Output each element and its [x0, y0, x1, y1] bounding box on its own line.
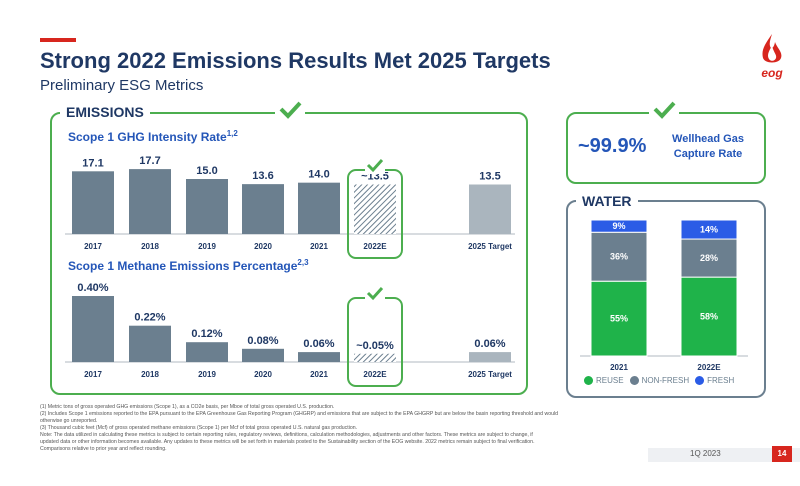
data-label: 0.12% [191, 328, 222, 340]
data-label: 14% [700, 225, 718, 235]
bar-2021 [298, 182, 340, 234]
check-icon [366, 286, 384, 301]
logo-text: eog [761, 66, 783, 80]
methane-chart-title: Scope 1 Methane Emissions Percentage2,3 [68, 258, 309, 273]
footnote-line: (3) Thousand cubic feet (Mcf) of gross o… [40, 425, 358, 431]
water-panel-label: WATER [576, 193, 638, 209]
bar-segment-fresh [590, 219, 648, 233]
tick-label: 2021 [310, 370, 328, 379]
title-accent-bar [40, 38, 76, 42]
check-icon [275, 100, 305, 120]
bar-2019 [186, 342, 228, 362]
legend-swatch [695, 376, 705, 385]
bar-2018 [129, 325, 171, 362]
bar-2020 [242, 184, 284, 234]
data-label: 0.08% [247, 335, 278, 347]
legend-item-non-fresh: NON-FRESH [629, 376, 690, 385]
bar-2025-target [469, 352, 511, 362]
tick-label: 2020 [254, 370, 272, 379]
legend-item-reuse: REUSE [584, 376, 624, 385]
eog-logo: eog [761, 34, 783, 80]
tick-label: 2018 [141, 370, 159, 379]
legend-label: NON-FRESH [641, 376, 690, 385]
data-label: 9% [612, 221, 625, 231]
data-label: 0.06% [303, 338, 334, 350]
bar-2018 [129, 169, 171, 234]
data-label: 15.0 [196, 165, 217, 177]
tick-label: 2021 [610, 363, 628, 372]
data-label: 13.6 [252, 170, 273, 182]
page-subtitle: Preliminary ESG Metrics [40, 77, 204, 94]
legend-swatch [584, 376, 593, 385]
data-label: ~0.05% [356, 340, 394, 352]
bar-2017 [72, 296, 114, 362]
intensity-chart: 17.1 2017 17.7 2018 15.0 2019 13.6 2020 14.0 2021… [65, 155, 515, 259]
tick-label: 2018 [141, 242, 159, 251]
footnote-line: (2) Includes Scope 1 emissions reported … [40, 411, 559, 417]
page-number: 14 [772, 446, 792, 462]
footer-bar [648, 448, 800, 462]
bar-segment-fresh [680, 219, 738, 240]
data-label: 13.5 [479, 171, 500, 183]
bar-2022e [354, 353, 396, 362]
data-label: 14.0 [308, 169, 329, 181]
tick-label: 2022E [363, 242, 387, 251]
bar-2022e [354, 184, 396, 234]
water-legend: REUSE NON-FRESH FRESH [584, 376, 734, 385]
intensity-chart-title: Scope 1 GHG Intensity Rate1,2 [68, 129, 238, 144]
data-label: 0.22% [134, 312, 165, 324]
footnote-line: Comparisons relative to prior year and r… [40, 446, 167, 452]
data-label: 58% [700, 312, 718, 322]
footnote-line: Note: The data utilized in calculating t… [40, 432, 533, 438]
footer-quarter: 1Q 2023 [690, 449, 721, 458]
page-title: Strong 2022 Emissions Results Met 2025 T… [40, 48, 551, 73]
legend-item-fresh: FRESH [695, 376, 734, 385]
legend-label: FRESH [707, 376, 735, 385]
gas-capture-label: Wellhead Gas Capture Rate [672, 133, 744, 160]
bar-2021 [298, 352, 340, 362]
data-label: 17.7 [139, 155, 160, 167]
water-panel [566, 200, 766, 398]
tick-label: 2025 Target [468, 242, 512, 251]
bar-2019 [186, 179, 228, 234]
bar-2020 [242, 348, 284, 362]
legend-swatch [629, 376, 639, 385]
data-label: 55% [610, 314, 628, 324]
footnote-line: (1) Metric tons of gross operated GHG em… [40, 404, 335, 410]
data-label: 36% [610, 252, 628, 262]
bar-segment-non-fresh [680, 238, 738, 278]
bar-2025-target [469, 184, 511, 234]
check-icon [649, 100, 679, 120]
tick-label: 2019 [198, 242, 216, 251]
methane-chart: 0.40% 2017 0.22% 2018 0.12% 2019 0.08% 2020 0.06… [65, 282, 515, 387]
data-label: 28% [700, 253, 718, 263]
tick-label: 2019 [198, 370, 216, 379]
check-icon [366, 158, 384, 173]
tick-label: 2022E [363, 370, 387, 379]
footnote-line: updated data or other information become… [40, 439, 535, 445]
gas-capture-value: ~99.9% [578, 135, 647, 157]
bar-segment-reuse [680, 276, 738, 357]
footnote-line: otherwise go unreported. [40, 418, 98, 424]
tick-label: 2022E [697, 363, 721, 372]
tick-label: 2021 [310, 242, 328, 251]
bar-2017 [72, 171, 114, 234]
tick-label: 2020 [254, 242, 272, 251]
legend-label: REUSE [596, 376, 624, 385]
tick-label: 2017 [84, 370, 102, 379]
data-label: 17.1 [82, 157, 103, 169]
tick-label: 2025 Target [468, 370, 512, 379]
emissions-panel-label: EMISSIONS [60, 104, 150, 120]
footnotes: (1) Metric tons of gross operated GHG em… [40, 404, 640, 453]
tick-label: 2017 [84, 242, 102, 251]
data-label: 0.06% [474, 338, 505, 350]
water-chart: 55% 36% 9% 2021 58% 28% 14% 2022E [580, 219, 748, 372]
data-label: 0.40% [77, 282, 108, 294]
